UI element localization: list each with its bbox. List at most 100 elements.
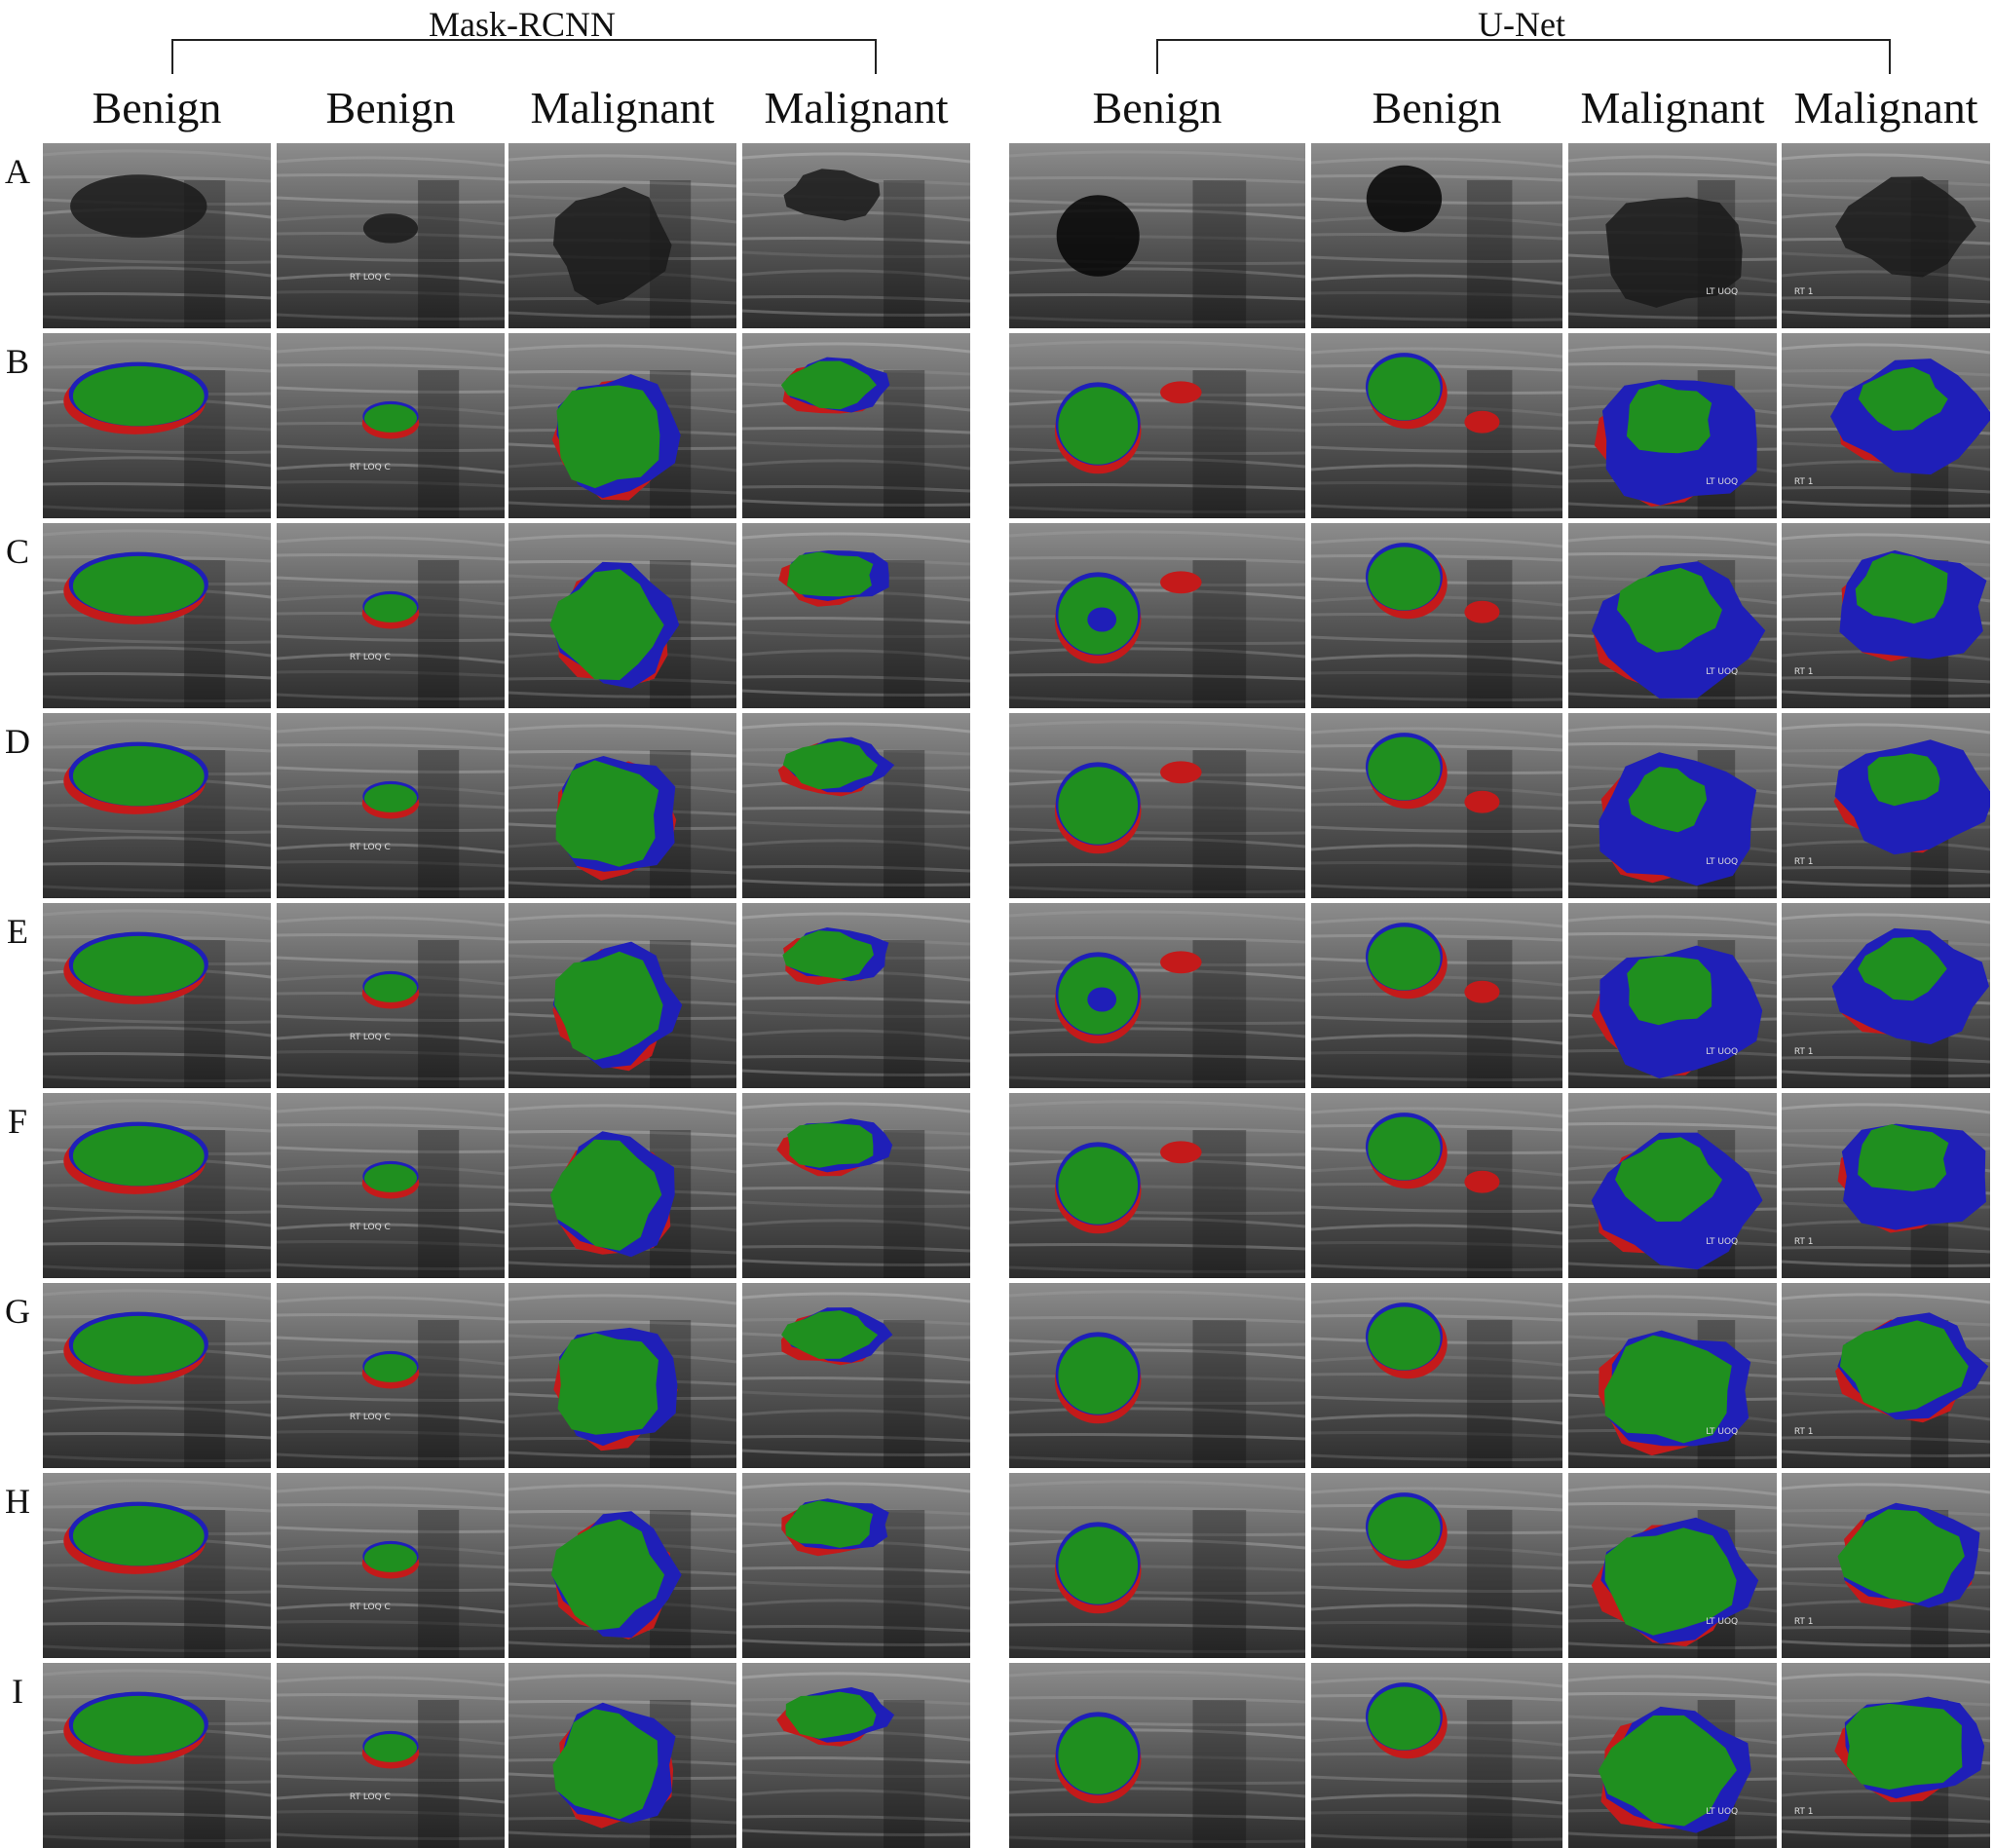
- ultrasound-image-i-8: RT 1: [1782, 1663, 1990, 1848]
- ultrasound-image-d-8: RT 1: [1782, 713, 1990, 898]
- ultrasound-image-i-3: [508, 1663, 736, 1848]
- ultrasound-image-e-3: [508, 903, 736, 1088]
- ultrasound-image-h-2: RT LOQ C: [277, 1473, 505, 1658]
- image-marker-text: LT UOQ: [1706, 1617, 1739, 1628]
- column-label-4: Malignant: [764, 83, 949, 132]
- ultrasound-image-f-4: [742, 1093, 970, 1278]
- ultrasound-image-b-6: [1311, 333, 1562, 518]
- ultrasound-image-e-5: [1009, 903, 1305, 1088]
- unet-group-title: U-Net: [1478, 5, 1565, 44]
- ultrasound-image-i-7: LT UOQ: [1568, 1663, 1777, 1848]
- image-marker-text: RT LOQ C: [349, 1223, 391, 1232]
- column-label-3: Malignant: [530, 83, 715, 132]
- image-marker-text: RT LOQ C: [349, 463, 391, 472]
- ultrasound-image-g-1: [43, 1283, 271, 1468]
- image-marker-text: RT 1: [1793, 287, 1814, 298]
- unet-bracket: [1156, 39, 1891, 74]
- row-label-e: E: [7, 912, 28, 951]
- ultrasound-image-i-2: RT LOQ C: [277, 1663, 505, 1848]
- image-marker-text: RT 1: [1793, 1807, 1814, 1818]
- row-label-c: C: [5, 532, 29, 571]
- ultrasound-image-c-2: RT LOQ C: [277, 523, 505, 708]
- ultrasound-image-c-3: [508, 523, 736, 708]
- ultrasound-image-d-1: [43, 713, 271, 898]
- ultrasound-image-d-2: RT LOQ C: [277, 713, 505, 898]
- ultrasound-image-a-1: [43, 143, 271, 328]
- ultrasound-image-a-5: [1009, 143, 1305, 328]
- ultrasound-image-d-6: [1311, 713, 1562, 898]
- row-label-i: I: [12, 1672, 23, 1711]
- ultrasound-image-c-4: [742, 523, 970, 708]
- image-marker-text: LT UOQ: [1706, 857, 1739, 868]
- row-label-g: G: [5, 1292, 30, 1331]
- ultrasound-image-c-6: [1311, 523, 1562, 708]
- ultrasound-image-a-7: LT UOQ: [1568, 143, 1777, 328]
- ultrasound-image-f-1: [43, 1093, 271, 1278]
- image-marker-text: RT 1: [1793, 1237, 1814, 1248]
- ultrasound-image-h-5: [1009, 1473, 1305, 1658]
- image-marker-text: LT UOQ: [1706, 287, 1739, 298]
- ultrasound-image-d-4: [742, 713, 970, 898]
- ultrasound-image-c-8: RT 1: [1782, 523, 1990, 708]
- ultrasound-image-e-7: LT UOQ: [1568, 903, 1777, 1088]
- image-marker-text: RT 1: [1793, 857, 1814, 868]
- ultrasound-image-c-5: [1009, 523, 1305, 708]
- column-label-5: Benign: [1092, 83, 1223, 132]
- ultrasound-image-e-4: [742, 903, 970, 1088]
- ultrasound-image-b-1: [43, 333, 271, 518]
- ultrasound-image-i-5: [1009, 1663, 1305, 1848]
- ultrasound-image-g-6: [1311, 1283, 1562, 1468]
- ultrasound-image-e-6: [1311, 903, 1562, 1088]
- mask-rcnn-bracket: [171, 39, 877, 74]
- ultrasound-image-b-4: [742, 333, 970, 518]
- image-marker-text: RT 1: [1793, 1047, 1814, 1058]
- image-marker-text: LT UOQ: [1706, 1047, 1739, 1058]
- ultrasound-image-d-5: [1009, 713, 1305, 898]
- column-label-6: Benign: [1372, 83, 1502, 132]
- column-label-2: Benign: [325, 83, 456, 132]
- ultrasound-image-f-2: RT LOQ C: [277, 1093, 505, 1278]
- ultrasound-image-b-3: [508, 333, 736, 518]
- ultrasound-image-a-8: RT 1: [1782, 143, 1990, 328]
- image-marker-text: RT LOQ C: [349, 1603, 391, 1612]
- ultrasound-image-e-8: RT 1: [1782, 903, 1990, 1088]
- ultrasound-image-i-4: [742, 1663, 970, 1848]
- ultrasound-image-f-6: [1311, 1093, 1562, 1278]
- ultrasound-image-h-8: RT 1: [1782, 1473, 1990, 1658]
- image-marker-text: RT LOQ C: [349, 653, 391, 662]
- ultrasound-image-a-6: [1311, 143, 1562, 328]
- row-label-b: B: [5, 342, 29, 381]
- row-label-f: F: [7, 1102, 28, 1141]
- ultrasound-image-h-3: [508, 1473, 736, 1658]
- ultrasound-image-h-7: LT UOQ: [1568, 1473, 1777, 1658]
- image-marker-text: RT 1: [1793, 477, 1814, 488]
- row-label-a: A: [5, 152, 30, 191]
- image-marker-text: LT UOQ: [1706, 1427, 1739, 1438]
- column-label-7: Malignant: [1580, 83, 1765, 132]
- image-marker-text: LT UOQ: [1706, 1807, 1739, 1818]
- image-marker-text: LT UOQ: [1706, 477, 1739, 488]
- ultrasound-image-c-1: [43, 523, 271, 708]
- ultrasound-image-f-8: RT 1: [1782, 1093, 1990, 1278]
- row-label-h: H: [5, 1482, 30, 1521]
- ultrasound-image-h-6: [1311, 1473, 1562, 1658]
- image-marker-text: RT 1: [1793, 667, 1814, 678]
- column-label-8: Malignant: [1793, 83, 1978, 132]
- ultrasound-image-g-7: LT UOQ: [1568, 1283, 1777, 1468]
- ultrasound-image-g-2: RT LOQ C: [277, 1283, 505, 1468]
- ultrasound-image-b-8: RT 1: [1782, 333, 1990, 518]
- ultrasound-image-d-7: LT UOQ: [1568, 713, 1777, 898]
- ultrasound-image-c-7: LT UOQ: [1568, 523, 1777, 708]
- ultrasound-image-f-5: [1009, 1093, 1305, 1278]
- ultrasound-image-b-7: LT UOQ: [1568, 333, 1777, 518]
- image-marker-text: RT LOQ C: [349, 843, 391, 852]
- image-marker-text: RT 1: [1793, 1427, 1814, 1438]
- image-marker-text: RT LOQ C: [349, 1033, 391, 1042]
- ultrasound-image-i-1: [43, 1663, 271, 1848]
- ultrasound-image-g-4: [742, 1283, 970, 1468]
- ultrasound-image-d-3: [508, 713, 736, 898]
- ultrasound-image-g-8: RT 1: [1782, 1283, 1990, 1468]
- ultrasound-image-g-5: [1009, 1283, 1305, 1468]
- image-marker-text: RT LOQ C: [349, 273, 391, 283]
- ultrasound-image-b-2: RT LOQ C: [277, 333, 505, 518]
